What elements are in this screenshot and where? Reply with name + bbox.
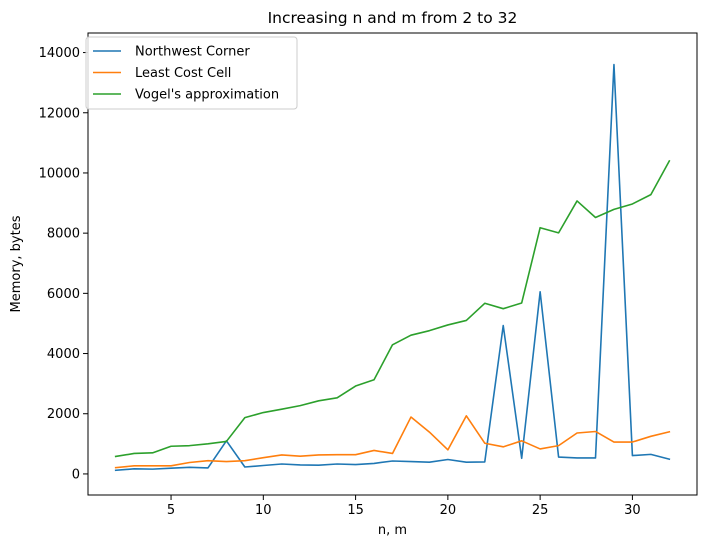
x-tick-label: 15 [347, 503, 364, 518]
y-axis: 0 2000 4000 6000 8000 10000 12000 14000 [39, 46, 88, 482]
y-tick-label: 6000 [47, 287, 80, 302]
y-tick-label: 4000 [47, 347, 80, 362]
y-tick-label: 2000 [47, 407, 80, 422]
x-axis: 5 10 15 20 25 30 [167, 495, 641, 518]
x-tick-label: 5 [167, 503, 175, 518]
legend-label-1: Northwest Corner [135, 45, 250, 60]
series-line-1 [114, 63, 671, 472]
x-tick-label: 20 [440, 503, 457, 518]
y-tick-label: 10000 [39, 166, 80, 181]
y-tick-label: 12000 [39, 106, 80, 121]
x-axis-label: n, m [378, 523, 407, 538]
series-line-2 [114, 415, 671, 469]
legend: Northwest Corner Least Cost Cell Vogel's a… [85, 36, 298, 110]
legend-box [85, 36, 298, 110]
y-tick-label: 14000 [39, 46, 80, 61]
y-tick-label: 8000 [47, 227, 80, 242]
plot-frame [88, 33, 697, 495]
series-layer [114, 63, 671, 472]
legend-label-3: Vogel's approximation [135, 88, 279, 103]
x-tick-label: 10 [255, 503, 272, 518]
plot-border [87, 32, 698, 496]
series-line-3 [114, 159, 671, 458]
x-tick-label: 25 [532, 503, 549, 518]
y-tick-label: 0 [72, 467, 80, 482]
legend-label-2: Least Cost Cell [135, 66, 231, 81]
x-tick-label: 30 [624, 503, 641, 518]
chart-title: Increasing n and m from 2 to 32 [268, 9, 518, 27]
y-axis-label: Memory, bytes [9, 215, 24, 312]
plot-area: 5 10 15 20 25 30 0 2000 4000 6000 8000 10000 12000 1… [39, 32, 698, 518]
